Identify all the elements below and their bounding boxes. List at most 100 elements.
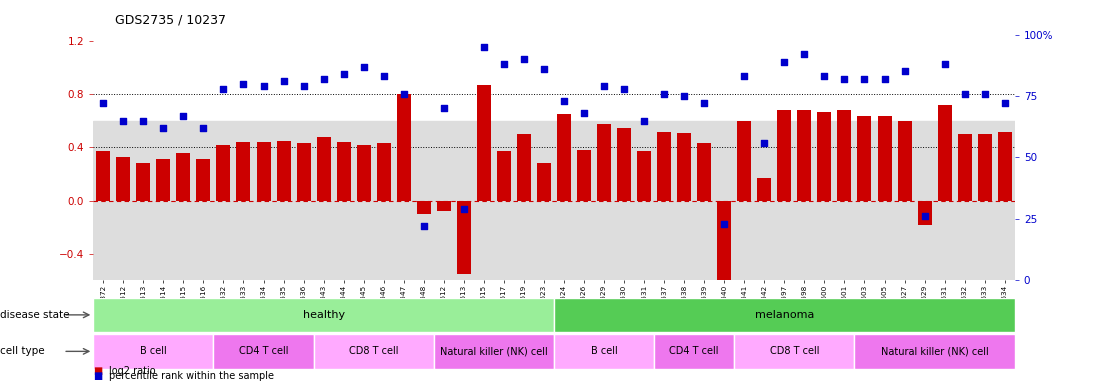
Bar bbox=[517, 134, 531, 200]
Bar bbox=[698, 144, 711, 200]
Bar bbox=[317, 137, 330, 200]
Text: GDS2735 / 10237: GDS2735 / 10237 bbox=[115, 14, 226, 27]
Point bbox=[495, 61, 512, 67]
Bar bbox=[157, 159, 170, 200]
Point bbox=[235, 81, 252, 87]
Point bbox=[274, 78, 292, 84]
Bar bbox=[376, 144, 391, 200]
Point bbox=[194, 125, 212, 131]
Point bbox=[856, 76, 873, 82]
Text: Natural killer (NK) cell: Natural killer (NK) cell bbox=[881, 346, 988, 356]
Point bbox=[455, 206, 473, 212]
Text: CD4 T cell: CD4 T cell bbox=[669, 346, 719, 356]
Bar bbox=[397, 94, 410, 200]
Bar bbox=[536, 164, 551, 200]
Bar bbox=[737, 121, 751, 200]
Text: CD8 T cell: CD8 T cell bbox=[349, 346, 398, 356]
Bar bbox=[577, 150, 591, 200]
Bar bbox=[196, 159, 211, 200]
Bar bbox=[837, 110, 851, 200]
Point bbox=[976, 91, 994, 97]
Text: percentile rank within the sample: percentile rank within the sample bbox=[109, 371, 273, 381]
Point bbox=[756, 140, 773, 146]
Point bbox=[255, 83, 272, 89]
Bar bbox=[177, 153, 191, 200]
Bar bbox=[93, 121, 1015, 280]
Point bbox=[596, 83, 613, 89]
Bar bbox=[437, 200, 451, 211]
Point bbox=[955, 91, 973, 97]
Point bbox=[795, 51, 813, 57]
Bar bbox=[257, 142, 271, 200]
Text: log2 ratio: log2 ratio bbox=[109, 366, 156, 376]
Point bbox=[836, 76, 853, 82]
Text: healthy: healthy bbox=[303, 310, 344, 320]
Point bbox=[395, 91, 412, 97]
Point bbox=[875, 76, 893, 82]
Point bbox=[155, 125, 172, 131]
Bar bbox=[557, 114, 572, 200]
Bar bbox=[798, 110, 812, 200]
Point bbox=[655, 91, 672, 97]
Bar bbox=[977, 134, 992, 200]
Bar bbox=[214, 334, 314, 369]
Bar bbox=[757, 178, 771, 200]
Point bbox=[735, 73, 753, 79]
Bar bbox=[296, 144, 310, 200]
Point bbox=[215, 86, 233, 92]
Bar bbox=[997, 132, 1011, 200]
Bar bbox=[237, 142, 250, 200]
Bar bbox=[136, 164, 150, 200]
Point bbox=[936, 61, 953, 67]
Bar bbox=[654, 334, 734, 369]
Bar bbox=[357, 145, 371, 200]
Bar bbox=[717, 200, 732, 287]
Point bbox=[135, 118, 152, 124]
Bar bbox=[657, 132, 671, 200]
Bar bbox=[858, 116, 871, 200]
Bar bbox=[417, 200, 431, 214]
Bar bbox=[897, 121, 912, 200]
Point bbox=[295, 83, 313, 89]
Bar bbox=[938, 105, 951, 200]
Bar bbox=[216, 145, 230, 200]
Point bbox=[635, 118, 653, 124]
Point bbox=[375, 73, 393, 79]
Text: B cell: B cell bbox=[590, 346, 618, 356]
Point bbox=[676, 93, 693, 99]
Point bbox=[114, 118, 132, 124]
Point bbox=[816, 73, 834, 79]
Point bbox=[695, 100, 713, 106]
Bar bbox=[477, 85, 490, 200]
Point bbox=[335, 71, 352, 77]
Bar bbox=[878, 116, 892, 200]
Bar bbox=[637, 151, 652, 200]
Bar bbox=[93, 334, 214, 369]
Bar bbox=[917, 200, 931, 225]
Bar bbox=[778, 110, 791, 200]
Text: melanoma: melanoma bbox=[755, 310, 814, 320]
Bar bbox=[734, 334, 855, 369]
Bar bbox=[433, 334, 554, 369]
Text: ■: ■ bbox=[93, 371, 102, 381]
Point bbox=[776, 58, 793, 65]
Point bbox=[355, 63, 373, 70]
Text: CD8 T cell: CD8 T cell bbox=[770, 346, 819, 356]
Bar bbox=[337, 142, 351, 200]
Bar bbox=[554, 334, 654, 369]
Bar bbox=[597, 124, 611, 200]
Point bbox=[535, 66, 553, 72]
Bar bbox=[93, 298, 554, 332]
Text: cell type: cell type bbox=[0, 346, 45, 356]
Point bbox=[896, 68, 914, 74]
Point bbox=[436, 105, 453, 111]
Point bbox=[715, 221, 733, 227]
Point bbox=[916, 214, 934, 220]
Point bbox=[94, 100, 112, 106]
Bar bbox=[276, 141, 291, 200]
Point bbox=[615, 86, 633, 92]
Bar bbox=[855, 334, 1015, 369]
Point bbox=[475, 44, 493, 50]
Point bbox=[575, 110, 592, 116]
Bar bbox=[314, 334, 433, 369]
